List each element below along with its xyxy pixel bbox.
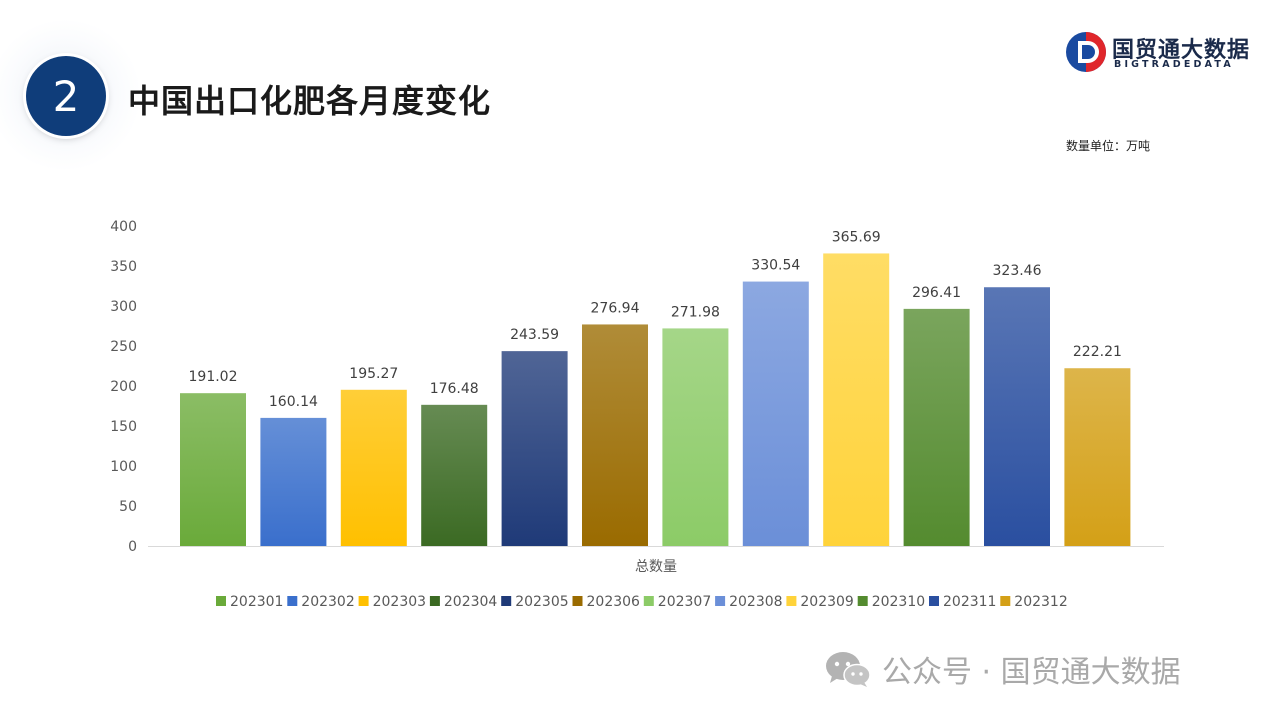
wechat-icon bbox=[826, 652, 871, 687]
bar-202308 bbox=[742, 281, 809, 546]
logo-subtitle: BIGTRADEDATA bbox=[1114, 59, 1234, 70]
legend-swatch-202303 bbox=[358, 596, 369, 606]
legend-swatch-202306 bbox=[572, 596, 583, 606]
legend-swatch-202308 bbox=[715, 596, 726, 606]
legend-label-202301: 202301 bbox=[230, 594, 283, 610]
legend-swatch-202304 bbox=[429, 596, 440, 606]
legend-swatch-202305 bbox=[501, 596, 512, 606]
bar-202305 bbox=[501, 351, 568, 546]
brand-logo: 国贸通大数据 BIGTRADEDATA bbox=[1064, 30, 1254, 74]
y-tick-label: 150 bbox=[110, 419, 137, 435]
legend-label-202307: 202307 bbox=[658, 594, 711, 610]
legend-label-202312: 202312 bbox=[1014, 594, 1067, 610]
bar-202302 bbox=[260, 417, 327, 546]
legend-label-202309: 202309 bbox=[800, 594, 853, 610]
legend-swatch-202307 bbox=[643, 596, 654, 606]
legend-swatch-202301 bbox=[216, 596, 226, 606]
legend-label-202302: 202302 bbox=[301, 594, 354, 610]
data-label-202306: 276.94 bbox=[591, 300, 640, 316]
legend-label-202308: 202308 bbox=[729, 594, 782, 610]
bar-202303 bbox=[340, 389, 407, 546]
legend-swatch-202311 bbox=[929, 596, 939, 606]
data-label-202301: 191.02 bbox=[189, 369, 238, 385]
legend-label-202303: 202303 bbox=[373, 594, 426, 610]
x-category-label: 总数量 bbox=[635, 559, 677, 575]
legend-swatch-202312 bbox=[1000, 596, 1011, 606]
y-tick-label: 200 bbox=[110, 379, 137, 395]
bar-202310 bbox=[903, 308, 970, 546]
y-tick-label: 400 bbox=[110, 219, 137, 235]
y-tick-label: 300 bbox=[110, 299, 137, 315]
bar-202306 bbox=[582, 324, 648, 546]
legend-label-202311: 202311 bbox=[943, 594, 996, 610]
bar-202304 bbox=[421, 404, 488, 546]
y-tick-label: 50 bbox=[119, 499, 137, 515]
data-label-202304: 176.48 bbox=[430, 381, 479, 397]
data-label-202309: 365.69 bbox=[832, 229, 881, 245]
data-label-202302: 160.14 bbox=[269, 394, 318, 410]
data-label-202307: 271.98 bbox=[671, 304, 720, 320]
section-number-badge: 2 bbox=[26, 56, 106, 136]
logo-name: 国贸通大数据 bbox=[1112, 38, 1251, 63]
legend-label-202306: 202306 bbox=[587, 594, 641, 610]
bar-202301 bbox=[180, 393, 246, 546]
unit-label: 数量单位：万吨 bbox=[1066, 139, 1151, 153]
data-label-202305: 243.59 bbox=[510, 327, 559, 343]
legend-swatch-202309 bbox=[786, 596, 797, 606]
watermark: 公众号 · 国贸通大数据 bbox=[824, 647, 1181, 691]
data-label-202310: 296.41 bbox=[912, 285, 961, 301]
legend-swatch-202302 bbox=[287, 596, 298, 606]
legend-label-202305: 202305 bbox=[515, 594, 568, 610]
bar-202307 bbox=[662, 328, 729, 546]
legend-label-202304: 202304 bbox=[444, 594, 498, 610]
watermark-text: 公众号 · 国贸通大数据 bbox=[882, 655, 1181, 690]
data-label-202308: 330.54 bbox=[751, 258, 800, 274]
y-tick-label: 250 bbox=[110, 339, 137, 355]
y-tick-label: 0 bbox=[128, 539, 137, 555]
bar-202312 bbox=[1064, 368, 1131, 546]
page-title: 中国出口化肥各月度变化 bbox=[128, 82, 492, 120]
bar-202311 bbox=[984, 287, 1050, 546]
y-tick-label: 350 bbox=[110, 259, 137, 275]
data-label-202311: 323.46 bbox=[993, 263, 1042, 279]
logo-mark-icon bbox=[1066, 32, 1106, 72]
data-label-202312: 222.21 bbox=[1073, 344, 1122, 360]
legend-swatch-202310 bbox=[857, 596, 868, 606]
legend-label-202310: 202310 bbox=[872, 594, 925, 610]
section-number: 2 bbox=[52, 71, 80, 121]
data-label-202303: 195.27 bbox=[349, 366, 398, 382]
bar-202309 bbox=[823, 253, 890, 546]
y-tick-label: 100 bbox=[110, 459, 137, 475]
